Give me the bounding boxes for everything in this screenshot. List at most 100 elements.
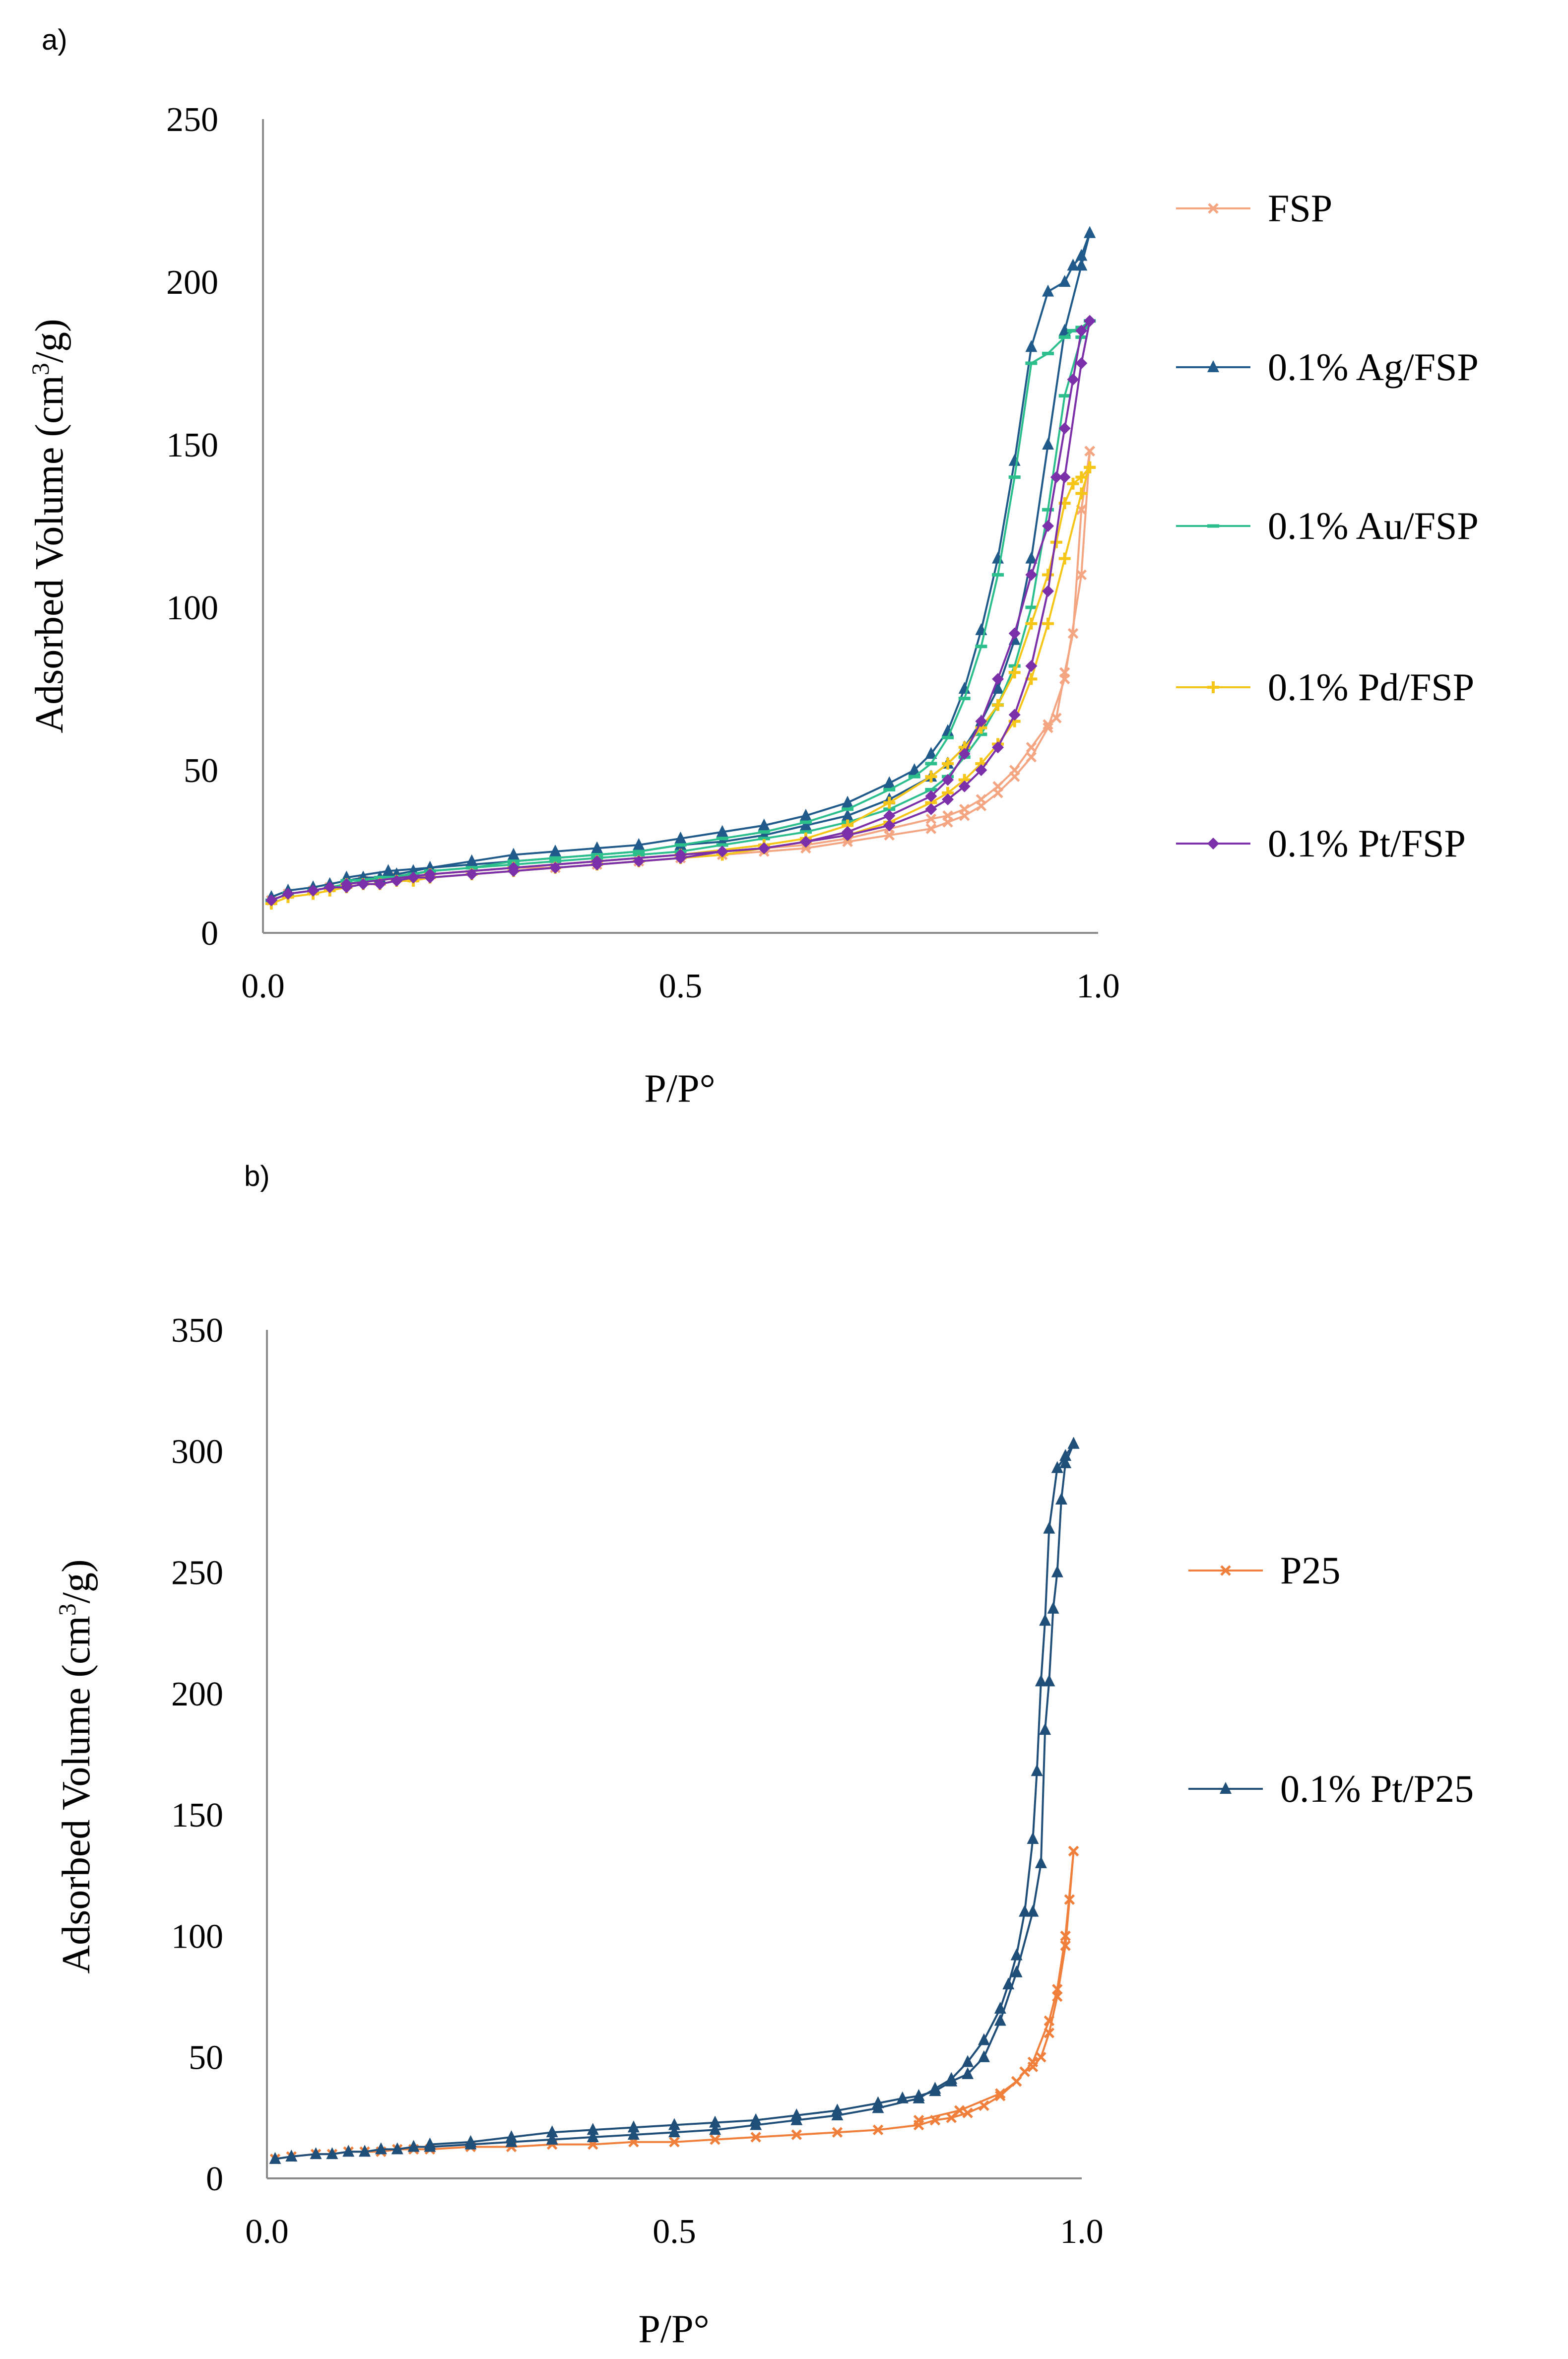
panel-b-y-tick-label-0: 0 [206,2160,223,2198]
panel-a-series-2 [265,319,1096,902]
panel-b-series-1-desorption-point-5 [1043,1674,1055,1687]
panel-b-series-1-desorption-point-4 [1047,1601,1059,1614]
panel-a-series-0-desorption-point-6 [1026,742,1037,753]
panel-a-series-4-desorption-point-19 [507,861,520,874]
panel-a-series-1-desorption-point-6 [1008,454,1021,466]
panel-a-x-tick-label-1: 0.5 [659,967,703,1005]
panel-b-y-ticks: 0 50 100 150 200 250 300 350 [171,1311,223,2198]
panel-a-series-4-adsorption-point-21 [925,803,937,815]
panel-a-x-axis-title: P/P° [644,1067,715,1111]
panel-a-series-3-desorption-point-12 [925,771,937,783]
panel-a-series-0-adsorption-point-28 [1043,722,1053,733]
panel-a-legend-marker-3-point-0 [1207,681,1219,693]
panel-b-series-1-desorption-point-27 [464,2135,477,2147]
panel-b-series-1-desorption-point-25 [546,2125,558,2138]
panel-a-series-4-adsorption-point-25 [992,741,1004,754]
panel-a-series-4-desorption-point-16 [758,842,770,854]
panel-a-y-ticks: 0 50 100 150 200 250 [166,101,218,953]
panel-b-series-1-adsorption-point-12 [546,2132,558,2145]
panel-b-legend-item-1: 0.1% Pt/P25 [1188,1767,1474,1810]
panel-b-series-0-desorption-point-3 [1051,1991,1063,2002]
panel-b-y-axis-title: Adsorbed Volume (cm3/g) [53,1559,98,1973]
panel-a-series-3-desorption-point-1 [1075,471,1088,483]
panel-a-series-1-desorption-point-13 [883,776,896,788]
panel-b-series-1-desorption-point-20 [750,2113,762,2125]
panel-a-series-4-desorption-point-4 [1050,471,1062,483]
panel-b-series-1-desorption-line [430,1443,1075,2146]
panel-a-series-0-desorption-point-11 [942,810,953,821]
panel-a-series-1-desorption-point-12 [908,763,920,775]
panel-a-legend-marker-0-point-0 [1208,203,1219,214]
panel-b-series-0-adsorption-point-20 [872,2124,884,2136]
panel-b-series-0-desorption-line [918,1851,1075,2121]
panel-b-series-1-desorption-point-17 [872,2096,884,2108]
panel-b-series-0-desorption-point-11 [913,2114,924,2126]
panel-a-series-1-desorption-point-17 [716,825,728,837]
panel-b-series-1-adsorption-point-4 [342,2145,355,2157]
panel-a-series-1-adsorption-point-25 [992,682,1004,694]
panel-b-series-0-adsorption-point-23 [946,2112,957,2123]
panel-b-legend-marker-0-point-0 [1220,1565,1231,1576]
panel-b-y-tick-label-1: 50 [189,2039,223,2077]
panel-a-series-4-desorption-point-6 [1025,569,1038,581]
panel-a-series-0-desorption-point-8 [992,781,1003,792]
panel-b-y-tick-label-5: 250 [171,1554,223,1592]
panel-a-series-0-desorption-point-5 [1043,719,1053,730]
panel-b-series-1-adsorption-point-8 [407,2140,420,2152]
panel-a-series-4-desorption-point-18 [591,855,603,867]
panel-a-series-3-desorption-point-6 [1025,617,1038,630]
panel-a-y-tick-label-3: 150 [166,426,218,464]
panel-a-series-4-adsorption-point-2 [307,884,319,897]
panel-a-legend-marker-4-point-0 [1207,838,1219,850]
panel-b-y-tick-label-6: 300 [171,1433,223,1471]
panel-b-series-1-adsorption-point-32 [1035,1674,1047,1687]
panel-b-label: b) [244,1160,270,1192]
panel-a-series-4-adsorption-point-0 [265,894,277,907]
panel-a-series-3-desorption-point-2 [1067,477,1079,490]
panel-b-x-axis-title: P/P° [638,2307,709,2351]
panel-a-legend-item-2: 0.1% Au/FSP [1176,504,1479,547]
panel-a-y-tick-label-0: 0 [201,915,218,953]
panel-b-series-1-adsorption-point-14 [627,2128,640,2140]
panel-b-series-1-desorption-point-11 [978,2050,990,2062]
panel-a-y-tick-label-5: 250 [166,101,218,139]
panel-b-series-1-adsorption-point-31 [1031,1764,1043,1776]
panel-b-series-1-desorption-point-12 [962,2067,974,2079]
panel-b-series-0 [269,1845,1079,2164]
panel-a-series-3-desorption-line [346,466,1091,885]
panel-a-series-4-desorption-point-20 [424,868,436,880]
panel-b-y-title-prefix: Adsorbed Volume (cm [55,1616,98,1973]
panel-a-series-1-adsorption-point-29 [1058,324,1071,336]
panel-a-legend-item-1: 0.1% Ag/FSP [1176,345,1479,389]
panel-b-series-0-desorption-point-5 [1036,2051,1046,2063]
panel-b-series-1-desorption-point-15 [913,2089,925,2101]
panel-a-series-4-desorption-point-21 [340,878,353,890]
panel-a-series-4-adsorption-point-23 [958,780,971,792]
panel-b-y-tick-label-4: 200 [171,1675,223,1713]
panel-a-series-1-desorption-point-15 [799,808,812,821]
panel-b-series-1-adsorption-point-13 [587,2130,599,2142]
panel-a-series-1-desorption-point-1 [1075,249,1088,261]
panel-a-series-3-adsorption-point-29 [1058,552,1071,565]
panel-a-series-4-desorption-point-11 [942,774,954,786]
panel-b-series-1-desorption-point-2 [1055,1493,1067,1505]
panel-b-x-tick-label-0: 0.0 [245,2213,289,2251]
panel-a-y-title-suffix: /g) [28,319,71,363]
panel-b-series-1-adsorption-point-7 [391,2142,403,2155]
panel-a-legend: FSP 0.1% Ag/FSP 0.1% Au/FSP 0.1% Pd/FSP 0.1%… [1176,187,1479,865]
panel-b-y-tick-label-2: 100 [171,1917,223,1956]
panel-a-series-4-desorption-point-9 [975,715,987,727]
panel-a-series-3-desorption-point-5 [1042,569,1054,581]
panel-b-y-title-suffix: /g) [55,1559,98,1603]
panel-a-series-4-desorption-point-14 [842,826,854,838]
panel-b-series-1-adsorption-line [275,1443,1075,2160]
panel-b-series-1-adsorption-point-16 [709,2123,721,2135]
panel-a-plot-area [265,226,1096,910]
panel-a-series-1-adsorption-point-19 [842,808,854,821]
panel-b-series-1-desorption-point-6 [1039,1723,1051,1735]
panel-b-series-1-desorption-point-3 [1051,1565,1063,1577]
panel-a-series-0-desorption-point-7 [1009,765,1020,776]
panel-b-series-1-desorption-point-24 [587,2123,599,2135]
panel-a-series-1-desorption-point-18 [674,831,687,844]
